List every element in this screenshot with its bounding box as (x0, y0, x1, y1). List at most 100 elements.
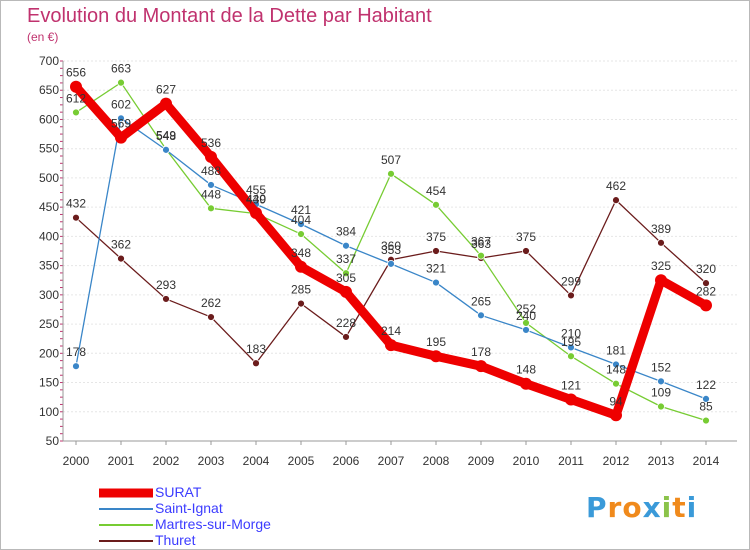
data-point (295, 260, 307, 273)
data-point (72, 108, 80, 117)
y-tick-label: 700 (39, 54, 59, 68)
logo-letter: P (586, 491, 608, 524)
data-label: 109 (651, 386, 671, 400)
data-label: 362 (111, 238, 131, 252)
data-point (700, 299, 712, 312)
data-label: 363 (471, 237, 491, 251)
data-label: 439 (246, 193, 266, 207)
y-tick-label: 500 (39, 171, 59, 185)
x-tick-label: 2014 (693, 454, 720, 468)
data-point (657, 377, 665, 386)
data-point (567, 291, 575, 300)
data-label: 455 (246, 183, 266, 197)
data-point (610, 409, 622, 422)
data-label: 282 (696, 284, 716, 298)
data-point (297, 230, 305, 238)
data-point (252, 359, 260, 368)
data-point (612, 379, 620, 388)
x-tick-label: 2009 (468, 454, 495, 468)
data-point (567, 352, 575, 361)
data-point (565, 393, 577, 406)
data-point (477, 251, 485, 260)
data-label: 348 (291, 246, 311, 260)
x-tick-label: 2003 (198, 454, 225, 468)
data-label: 195 (561, 335, 581, 349)
y-tick-label: 650 (39, 83, 59, 97)
y-tick-label: 550 (39, 142, 59, 156)
data-point (250, 207, 262, 219)
data-label: 252 (516, 302, 536, 316)
data-label: 367 (471, 235, 491, 249)
x-tick-label: 2000 (63, 454, 90, 468)
series-lines (70, 78, 712, 425)
legend-swatch (99, 508, 153, 510)
data-label: 663 (111, 62, 131, 76)
data-point (340, 285, 352, 298)
x-tick-label: 2004 (243, 454, 270, 468)
data-label: 210 (561, 326, 581, 340)
data-point (207, 313, 215, 321)
data-label: 432 (66, 197, 86, 211)
data-label: 389 (651, 222, 671, 236)
x-tick-label: 2010 (513, 454, 540, 468)
data-point (432, 278, 440, 287)
data-label: 152 (651, 360, 671, 374)
y-tick-label: 600 (39, 112, 59, 126)
data-label: 656 (66, 66, 86, 80)
logo-letter: i (661, 491, 673, 524)
data-point (612, 196, 620, 205)
data-point (387, 259, 395, 268)
data-label: 360 (381, 239, 401, 253)
data-label: 549 (156, 128, 176, 142)
x-tick-label: 2011 (558, 454, 584, 468)
logo-letter: o (622, 491, 643, 524)
logo-letter: x (642, 491, 662, 524)
data-point (342, 333, 350, 341)
data-label: 85 (699, 400, 713, 414)
data-point (387, 169, 395, 178)
data-point (70, 80, 82, 93)
data-label: 265 (471, 294, 491, 308)
proxiti-logo: Proxiti (586, 491, 697, 524)
data-label: 299 (561, 274, 581, 288)
x-tick-label: 2013 (648, 454, 675, 468)
data-point (432, 200, 440, 209)
data-label: 612 (66, 91, 86, 105)
data-point (567, 343, 575, 352)
data-label: 384 (336, 225, 356, 239)
data-point (162, 295, 170, 303)
legend-label: SURAT (155, 484, 202, 500)
data-label: 353 (381, 243, 401, 257)
data-point (207, 204, 215, 213)
x-tick-label: 2007 (378, 454, 405, 468)
data-label: 148 (606, 363, 626, 377)
data-point (115, 131, 127, 144)
data-point (117, 78, 125, 87)
data-label: 240 (516, 309, 536, 323)
data-label: 375 (426, 230, 446, 244)
data-point (657, 402, 665, 411)
legend-swatch (99, 524, 153, 526)
data-label: 181 (606, 343, 626, 357)
data-point (117, 114, 125, 123)
data-point (432, 247, 440, 255)
data-label: 404 (291, 213, 311, 227)
data-point (297, 299, 305, 308)
data-label: 602 (111, 97, 131, 111)
data-label: 122 (696, 378, 716, 392)
data-label: 421 (291, 203, 311, 217)
legend-item: Saint-Ignat (99, 500, 359, 517)
x-tick-label: 2001 (108, 454, 135, 468)
data-label: 507 (381, 153, 401, 167)
data-point (72, 213, 80, 222)
x-tick-label: 2002 (153, 454, 180, 468)
data-point (160, 97, 172, 110)
data-label: 536 (201, 136, 221, 150)
data-label: 148 (516, 363, 536, 377)
data-label: 548 (156, 129, 176, 143)
data-label: 228 (336, 316, 356, 330)
data-point (522, 247, 530, 255)
data-label: 337 (336, 252, 356, 266)
y-tick-label: 100 (39, 405, 59, 419)
legend-label: Thuret (155, 532, 196, 548)
